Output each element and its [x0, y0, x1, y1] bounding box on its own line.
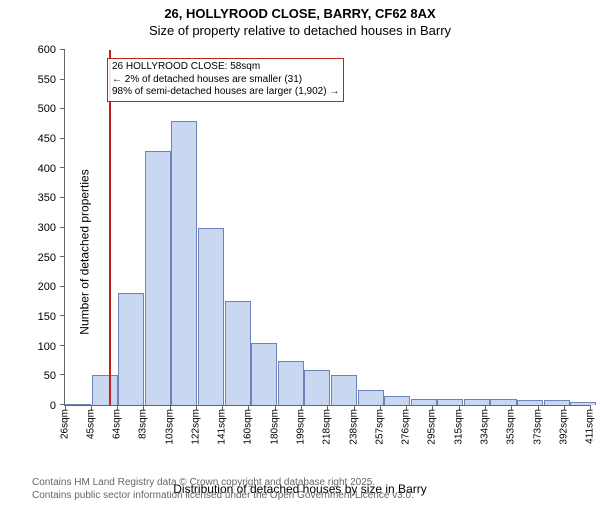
- x-tick-label: 334sqm: [480, 409, 491, 445]
- page-title: 26, HOLLYROOD CLOSE, BARRY, CF62 8AX: [0, 6, 600, 21]
- y-tick-label: 600: [38, 44, 56, 56]
- y-tick-label: 100: [38, 341, 56, 353]
- x-tick-label: 392sqm: [559, 409, 570, 445]
- histogram-bar: [198, 228, 224, 406]
- y-tick-label: 50: [44, 370, 56, 382]
- histogram-bar: [304, 370, 330, 406]
- histogram-bar: [171, 121, 197, 405]
- footer-line: Contains public sector information licen…: [32, 490, 414, 503]
- callout-line: 98% of semi-detached houses are larger (…: [112, 86, 339, 99]
- x-tick-label: 353sqm: [505, 409, 516, 445]
- x-tick-label: 45sqm: [85, 409, 96, 439]
- histogram-bar: [490, 399, 516, 405]
- histogram-bar: [278, 361, 304, 405]
- y-tick-mark: [60, 49, 65, 50]
- callout-line: 26 HOLLYROOD CLOSE: 58sqm: [112, 61, 339, 74]
- histogram-bar: [544, 400, 570, 405]
- x-tick-label: 315sqm: [454, 409, 465, 445]
- x-tick-label: 83sqm: [137, 409, 148, 439]
- y-tick-mark: [60, 227, 65, 228]
- property-marker-line: [109, 50, 111, 405]
- y-tick-label: 250: [38, 252, 56, 264]
- attribution-footer: Contains HM Land Registry data © Crown c…: [32, 477, 414, 502]
- histogram-bar: [331, 375, 357, 405]
- histogram-bar: [145, 151, 171, 405]
- x-tick-label: 257sqm: [375, 409, 386, 445]
- y-tick-label: 450: [38, 133, 56, 145]
- y-tick-label: 400: [38, 163, 56, 175]
- x-tick-label: 141sqm: [216, 409, 227, 445]
- chart-area: Number of detached properties 0501001502…: [0, 50, 600, 454]
- y-tick-label: 300: [38, 222, 56, 234]
- y-tick-mark: [60, 138, 65, 139]
- x-tick-label: 276sqm: [400, 409, 411, 445]
- x-tick-label: 373sqm: [533, 409, 544, 445]
- x-tick-label: 103sqm: [165, 409, 176, 445]
- y-tick-mark: [60, 345, 65, 346]
- plot-area: 26 HOLLYROOD CLOSE: 58sqm ← 2% of detach…: [64, 50, 590, 406]
- x-tick-label: 295sqm: [426, 409, 437, 445]
- y-tick-label: 150: [38, 311, 56, 323]
- x-tick-label: 411sqm: [585, 409, 596, 444]
- y-tick-label: 550: [38, 74, 56, 86]
- y-axis: 050100150200250300350400450500550600: [22, 50, 62, 406]
- y-tick-mark: [60, 256, 65, 257]
- y-tick-label: 500: [38, 103, 56, 115]
- x-tick-label: 122sqm: [190, 409, 201, 445]
- y-tick-mark: [60, 108, 65, 109]
- histogram-bar: [92, 375, 118, 405]
- y-tick-mark: [60, 374, 65, 375]
- page-subtitle: Size of property relative to detached ho…: [0, 23, 600, 38]
- y-tick-label: 350: [38, 192, 56, 204]
- x-tick-label: 180sqm: [270, 409, 281, 445]
- histogram-bar: [358, 390, 384, 405]
- y-tick-label: 0: [50, 400, 56, 412]
- y-tick-mark: [60, 315, 65, 316]
- histogram-bar: [251, 343, 277, 405]
- y-tick-mark: [60, 167, 65, 168]
- x-tick-label: 218sqm: [321, 409, 332, 445]
- y-tick-mark: [60, 286, 65, 287]
- x-tick-label: 238sqm: [349, 409, 360, 445]
- y-tick-label: 200: [38, 281, 56, 293]
- x-tick-label: 26sqm: [60, 409, 71, 439]
- x-tick-label: 199sqm: [295, 409, 306, 445]
- histogram-bar: [118, 293, 144, 405]
- callout-box: 26 HOLLYROOD CLOSE: 58sqm ← 2% of detach…: [107, 58, 344, 102]
- histogram-bar: [65, 404, 91, 405]
- histogram-bar: [384, 396, 410, 405]
- footer-line: Contains HM Land Registry data © Crown c…: [32, 477, 414, 490]
- callout-line: ← 2% of detached houses are smaller (31): [112, 74, 339, 87]
- x-tick-label: 64sqm: [111, 409, 122, 439]
- y-tick-mark: [60, 79, 65, 80]
- histogram-bar: [570, 402, 596, 405]
- histogram-bar: [225, 301, 251, 405]
- x-tick-label: 160sqm: [242, 409, 253, 445]
- y-tick-mark: [60, 197, 65, 198]
